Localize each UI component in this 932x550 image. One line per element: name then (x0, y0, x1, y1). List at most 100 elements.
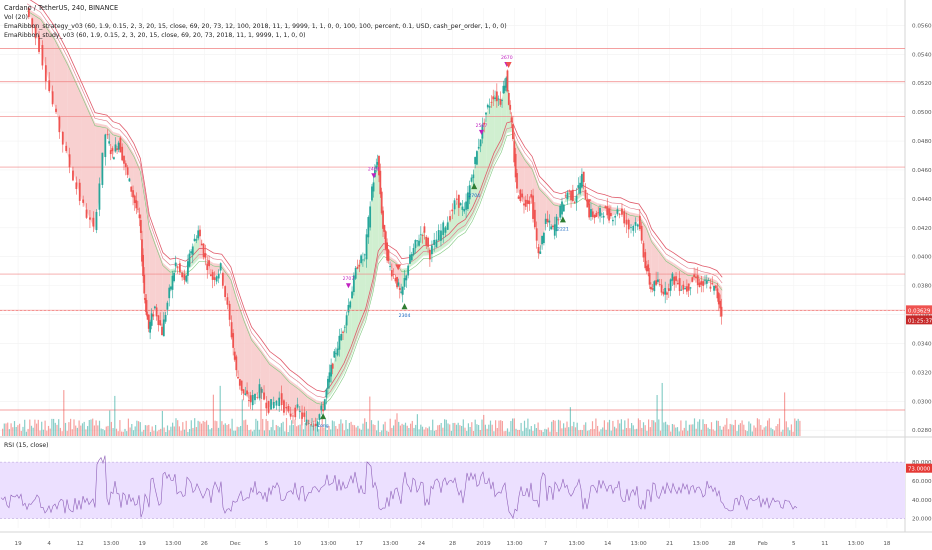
candle-body (427, 237, 429, 247)
long-signal-marker (401, 303, 408, 310)
candle-body (153, 306, 156, 309)
candle-body (488, 106, 491, 108)
time-tick-label: 5 (265, 541, 269, 547)
ribbon-fill (423, 230, 431, 256)
volume-bar (226, 425, 228, 436)
candle-body (147, 314, 150, 329)
volume-bar (168, 430, 170, 436)
ribbon-fill (553, 201, 562, 231)
volume-bar (292, 424, 294, 436)
symbol-title[interactable]: Cardano / TetherUS, 240, BINANCE (4, 4, 119, 12)
time-tick-label: 11 (821, 541, 829, 547)
strategy-indicator-label[interactable]: EmaRibbon_strategy_v03 (60, 1.9, 0.15, 2… (4, 23, 507, 30)
volume-bar (670, 431, 672, 436)
candle-body (459, 203, 462, 206)
candle-body (695, 277, 697, 279)
candle-body (412, 248, 415, 255)
volume-bar (313, 420, 315, 436)
candle-body (687, 283, 690, 291)
volume-bar (30, 425, 33, 436)
volume-bar (272, 419, 274, 436)
candle-body (468, 185, 471, 200)
volume-bar (117, 431, 119, 436)
ribbon-fill (144, 195, 150, 329)
candle-body (382, 210, 384, 229)
candle-body (562, 204, 565, 212)
volume-bar (70, 418, 72, 436)
candle-body (133, 195, 136, 204)
volume-bar (325, 419, 327, 436)
volume-bar (189, 428, 191, 436)
candle-body (532, 195, 534, 219)
candle-body (524, 199, 527, 207)
candle-body (27, 8, 30, 18)
candle-body (232, 333, 235, 348)
volume-bar (241, 399, 243, 436)
time-tick-label: 13:00 (631, 541, 648, 547)
candle-body (435, 239, 438, 248)
candle-body (523, 203, 525, 206)
volume-bar (421, 426, 424, 436)
ribbon-fill (149, 225, 156, 329)
volume-bar (319, 426, 322, 436)
candle-body (351, 291, 353, 299)
candle-body (31, 18, 34, 28)
volume-bar (595, 418, 597, 436)
volume-bar (612, 420, 614, 436)
candle-body (106, 134, 109, 136)
time-tick-label: 17 (356, 541, 364, 547)
ribbon-fill (532, 166, 540, 257)
volume-indicator-label[interactable]: Vol (20) (4, 14, 28, 21)
volume-bar (333, 421, 335, 436)
volume-bar (42, 429, 44, 436)
time-tick-label: 26 (201, 541, 209, 547)
candle-body (138, 214, 141, 219)
ribbon-fill (358, 256, 366, 337)
volume-bar (722, 426, 724, 436)
candle-body (632, 225, 635, 231)
candle-body (667, 288, 670, 291)
ribbon-fill (658, 248, 667, 293)
volume-bar (617, 419, 619, 436)
volume-bar (527, 418, 529, 436)
volume-bar (731, 424, 733, 436)
volume-bar (138, 421, 140, 436)
volume-bar (408, 427, 410, 436)
volume-bar (377, 420, 379, 436)
volume-bar (795, 420, 798, 436)
volume-bar (124, 428, 126, 436)
ribbon-fill (155, 243, 163, 332)
rsi-value-label: 73.0000 (908, 467, 931, 473)
volume-bar (500, 420, 502, 436)
volume-bar (687, 430, 689, 436)
study-indicator-label[interactable]: EmaRibbon_study_v03 (60, 1.9, 0.15, 2, 3… (4, 32, 306, 39)
volume-bar (654, 422, 656, 436)
volume-bar (304, 422, 306, 436)
time-tick-label: 14 (604, 541, 612, 547)
candle-body (51, 91, 54, 105)
volume-bar (374, 425, 376, 436)
volume-bar (224, 423, 226, 436)
ribbon-fill (40, 16, 55, 105)
candle-body (495, 91, 498, 102)
candle-body (675, 276, 677, 281)
ribbon-fill (237, 297, 245, 395)
candle-body (621, 208, 623, 215)
volume-bar (666, 424, 668, 436)
ribbon-fill (269, 361, 281, 408)
volume-bar (656, 395, 658, 436)
volume-bar (289, 425, 291, 436)
volume-bar (32, 427, 34, 436)
rsi-indicator-label[interactable]: RSI (15, close) (4, 442, 49, 449)
volume-bar (680, 420, 682, 436)
volume-bar (427, 428, 429, 436)
volume-bar (756, 418, 758, 436)
candle-body (176, 266, 179, 268)
volume-bar (559, 420, 561, 436)
volume-bar (445, 419, 447, 436)
candle-body (44, 65, 47, 82)
volume-bar (642, 422, 645, 436)
candle-body (275, 400, 278, 406)
